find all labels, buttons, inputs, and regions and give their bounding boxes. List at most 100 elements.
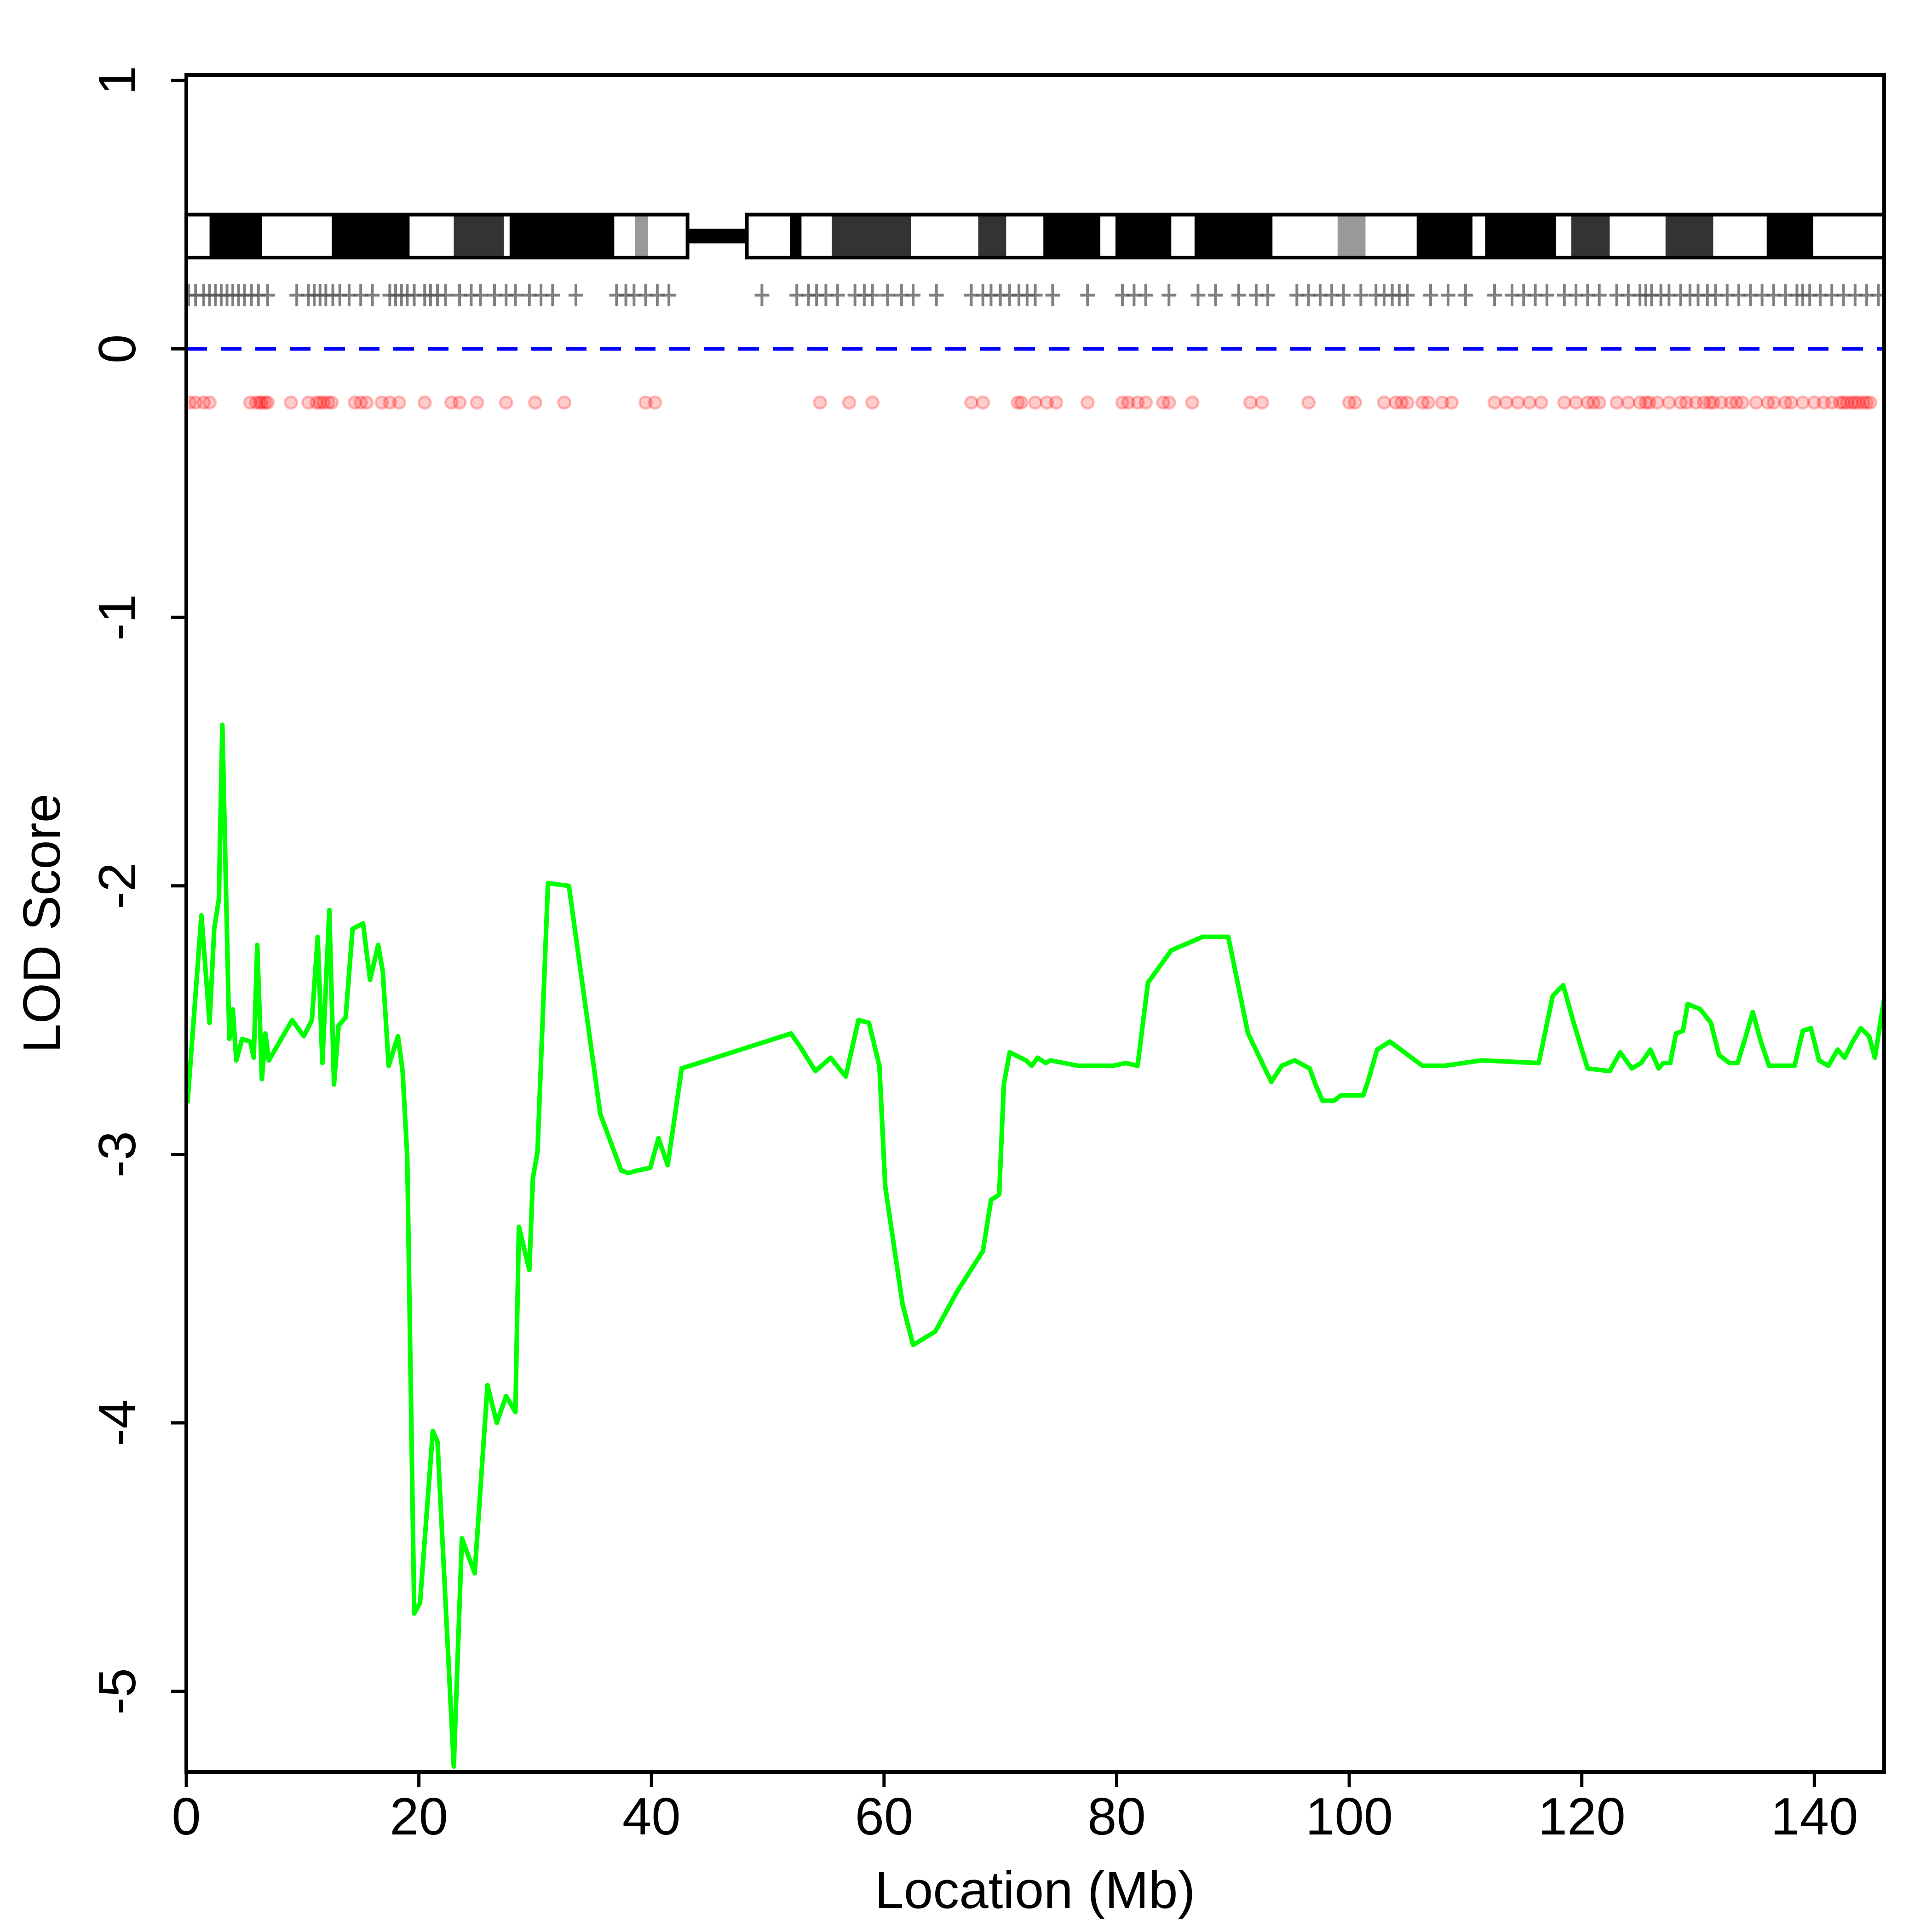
snp-dot: [392, 395, 407, 410]
snp-dot: [1254, 395, 1269, 410]
snp-dot: [1673, 395, 1688, 410]
snp-dot: [1642, 395, 1656, 410]
marker: [1423, 284, 1438, 306]
snp-dot: [1243, 395, 1258, 410]
snp-dot: [1534, 395, 1548, 410]
y-tick-label: -2: [88, 862, 147, 909]
snp-dot: [1394, 395, 1409, 410]
y-tick-label: 0: [88, 334, 147, 363]
snp-dot: [1415, 395, 1430, 410]
plot-area: [186, 213, 1884, 1769]
marker: [754, 284, 770, 306]
snp-dot: [1049, 395, 1064, 410]
chromosome-band: [1194, 214, 1273, 258]
snp-dot: [1735, 395, 1750, 410]
snp-dot: [1522, 395, 1537, 410]
snp-dot: [1115, 395, 1130, 410]
snp-dot: [1348, 395, 1363, 410]
snp-dot: [202, 395, 217, 410]
snp-dot: [301, 395, 316, 410]
snp-dot: [249, 395, 264, 410]
snp-dot: [359, 395, 374, 410]
marker: [545, 284, 560, 306]
snp-dot: [353, 395, 368, 410]
snp-dot: [1487, 395, 1502, 410]
snp-dot: [1749, 395, 1764, 410]
snp-dot: [1833, 395, 1847, 410]
marker: [365, 284, 380, 306]
snp-dot: [1162, 395, 1176, 410]
snp-dot: [1592, 395, 1607, 410]
centromere: [687, 229, 747, 244]
snp-dot: [1435, 395, 1449, 410]
chromosome-band: [209, 214, 262, 258]
marker: [929, 284, 944, 306]
snp-dot: [254, 395, 269, 410]
marker: [1162, 284, 1177, 306]
snp-dot: [260, 395, 275, 410]
chromosome-band: [635, 214, 648, 258]
marker: [1336, 284, 1351, 306]
snp-dot: [557, 395, 572, 410]
x-tick-label: 100: [1305, 1788, 1393, 1846]
snp-dot: [1859, 395, 1874, 410]
snp-dot: [196, 395, 211, 410]
snp-dot: [1836, 395, 1851, 410]
x-tick-label: 80: [1087, 1788, 1146, 1846]
marker: [508, 284, 523, 306]
snp-dot: [1301, 395, 1316, 410]
snp-dot: [1130, 395, 1145, 410]
snp-dot: [1784, 395, 1799, 410]
marker: [1487, 284, 1502, 306]
snp-dot: [1444, 395, 1459, 410]
y-tick-label: -1: [88, 594, 147, 640]
snp-dot: [1557, 395, 1572, 410]
marker: [260, 284, 275, 306]
x-tick-label: 140: [1771, 1788, 1858, 1846]
chromosome-arm: [747, 214, 1884, 258]
x-axis-label: Location (Mb): [875, 1861, 1196, 1920]
snp-dot: [1028, 395, 1042, 410]
snp-dot: [1138, 395, 1153, 410]
snp-dot: [1040, 395, 1054, 410]
snp-dot: [1610, 395, 1624, 410]
snp-dot: [1729, 395, 1744, 410]
chromosome-band: [1766, 214, 1813, 258]
snp-dot: [638, 395, 653, 410]
marker: [880, 284, 895, 306]
snp-dot: [1851, 395, 1866, 410]
snp-dot: [452, 395, 467, 410]
marker: [568, 284, 583, 306]
snp-dot: [1679, 395, 1694, 410]
x-tick-label: 60: [855, 1788, 913, 1846]
chromosome-band: [509, 214, 615, 258]
marker: [1440, 284, 1455, 306]
snp-dot: [1569, 395, 1583, 410]
snp-dot: [284, 395, 299, 410]
marker: [438, 284, 453, 306]
snp-dot: [1688, 395, 1703, 410]
snp-dot: [1421, 395, 1436, 410]
chromosome-outline: [186, 213, 690, 259]
snp-dot: [309, 395, 324, 410]
snp-dot: [186, 395, 197, 410]
lod-line: [186, 722, 1884, 1769]
snp-dot: [1863, 395, 1878, 410]
snp-dot: [1633, 395, 1647, 410]
marker: [473, 284, 488, 306]
marker: [1080, 284, 1095, 306]
snp-dot: [1662, 395, 1676, 410]
snp-dot: [1580, 395, 1595, 410]
snp-dot: [1586, 395, 1601, 410]
chromosome-band: [1485, 214, 1557, 258]
snp-dot: [1795, 395, 1810, 410]
snp-dot: [1388, 395, 1403, 410]
snp-dot: [1706, 395, 1720, 410]
snp-dot: [1499, 395, 1513, 410]
chromosome-outline: [745, 213, 1884, 259]
snp-dot: [348, 395, 362, 410]
snp-dot: [1778, 395, 1793, 410]
snp-dot: [382, 395, 397, 410]
chromosome-band: [454, 214, 504, 258]
